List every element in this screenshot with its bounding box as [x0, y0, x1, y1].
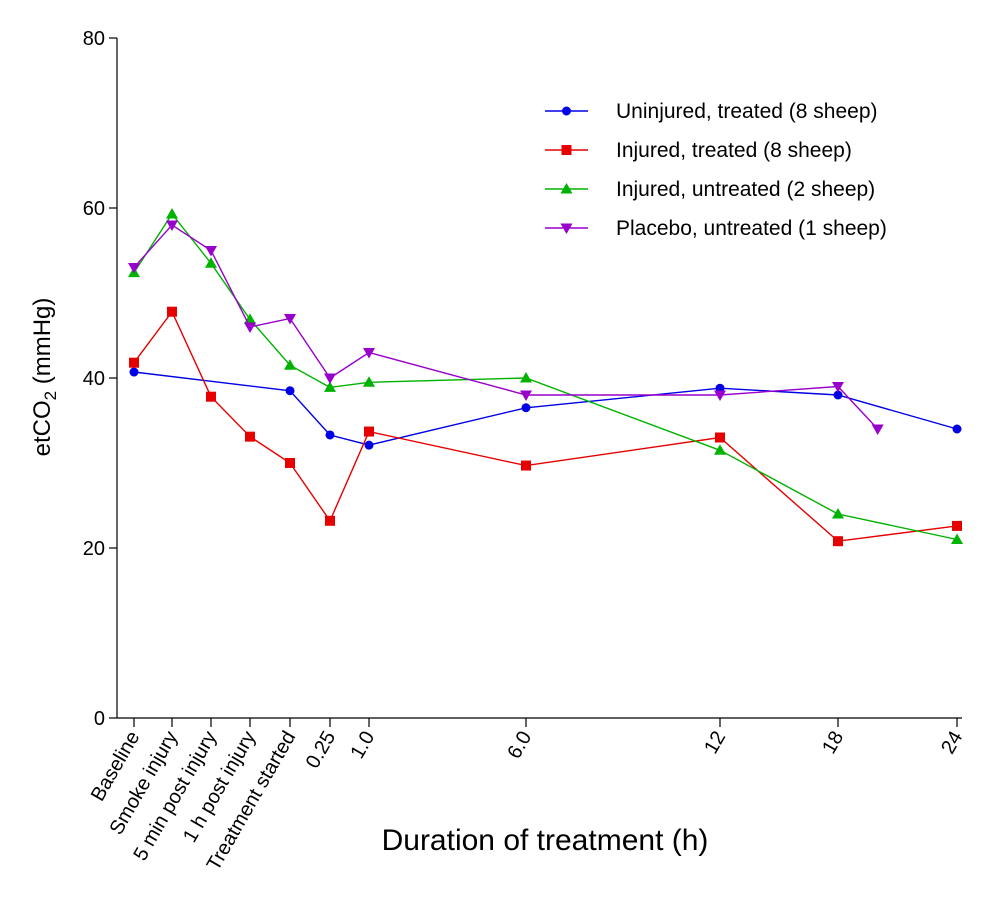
data-point-4-12 [714, 390, 726, 401]
legend-marker [560, 183, 573, 194]
data-point-4-1-0 [363, 348, 375, 359]
series-layer [128, 207, 963, 547]
x-axis-title: Duration of treatment (h) [382, 824, 709, 857]
x-tick-label-1-0: 1.0 [346, 728, 379, 763]
legend-entry-uninjured-treated-8-sheep: Uninjured, treated (8 sheep) [545, 100, 878, 123]
data-point-1-18 [833, 390, 843, 400]
data-point-4-baseline [128, 263, 140, 274]
data-point-2-0-25 [325, 515, 335, 526]
y-axis-title-main: etCO [29, 400, 56, 456]
data-point-1-1-0 [364, 440, 374, 450]
x-tick-label-0-25: 0.25 [302, 728, 341, 773]
data-point-2-1-0 [364, 426, 374, 437]
data-point-3-6-0 [520, 372, 532, 383]
data-point-1-0-25 [325, 430, 335, 440]
data-point-2-12 [715, 432, 725, 443]
series-line-uninjured-treated-8-sheep [133, 371, 958, 446]
data-point-4-0-25 [324, 373, 336, 384]
data-point-3-18 [832, 508, 844, 519]
series-line-placebo-untreated-1-sheep [133, 224, 879, 430]
data-point-4-6-0 [520, 390, 532, 401]
data-point-2-treatment-started [285, 458, 295, 468]
x-tick-label-6-0: 6.0 [503, 728, 536, 763]
legend-entry-injured-untreated-2-sheep: Injured, untreated (2 sheep) [545, 178, 875, 201]
x-tick-label-12: 12 [700, 728, 730, 758]
data-point-4-smoke-injury [166, 220, 178, 231]
y-tick-label-0: 0 [94, 708, 105, 730]
data-point-1-treatment-started [285, 386, 295, 396]
data-point-2-24 [952, 520, 962, 531]
data-point-1-12 [715, 383, 725, 393]
data-point-3-12 [714, 444, 726, 455]
y-axis-title-unit: (mmHg) [29, 298, 56, 391]
data-point-3-24 [951, 533, 963, 544]
series-uninjured-treated-8-sheep [129, 367, 962, 450]
legend-label: Injured, untreated (2 sheep) [616, 178, 875, 201]
data-point-3-0-25 [324, 381, 336, 392]
series-line-injured-treated-8-sheep [133, 310, 958, 542]
x-tick-label-18: 18 [818, 728, 848, 758]
data-point-4-1-h-post-injury [244, 322, 256, 333]
data-point-3-treatment-started [284, 359, 296, 370]
legend-marker [562, 106, 571, 116]
data-point-1-6-0 [521, 403, 531, 413]
series-placebo-untreated-1-sheep [128, 220, 884, 435]
data-point-4-treatment-started [284, 314, 296, 325]
legend-label: Injured, treated (8 sheep) [616, 139, 852, 162]
legend-entry-injured-treated-8-sheep: Injured, treated (8 sheep) [545, 139, 852, 162]
y-tick-label-80: 80 [83, 28, 105, 50]
data-point-4-20 [871, 424, 884, 435]
data-point-4-18 [832, 382, 844, 393]
data-point-2-smoke-injury [167, 306, 177, 317]
data-point-1-24 [952, 424, 962, 434]
series-line-injured-untreated-2-sheep [133, 212, 958, 541]
legend-marker [561, 145, 572, 155]
data-point-3-smoke-injury [166, 207, 178, 219]
data-point-2-1-h-post-injury [245, 431, 255, 442]
data-point-2-18 [833, 536, 843, 547]
legend-marker [560, 223, 573, 234]
legend-label: Placebo, untreated (1 sheep) [616, 217, 887, 240]
x-tick-label-24: 24 [937, 728, 967, 758]
series-injured-untreated-2-sheep [128, 207, 963, 544]
data-point-3-5-min-post-injury [205, 257, 217, 268]
data-point-2-baseline [129, 357, 139, 368]
data-point-2-6-0 [521, 460, 531, 471]
data-point-2-5-min-post-injury [206, 391, 216, 402]
legend-entry-placebo-untreated-1-sheep: Placebo, untreated (1 sheep) [545, 217, 887, 240]
y-axis-title: etCO2 (mmHg) [29, 298, 60, 457]
data-point-4-5-min-post-injury [205, 246, 217, 257]
legend: Uninjured, treated (8 sheep) Injured, tre… [545, 100, 887, 240]
y-tick-label-40: 40 [83, 368, 105, 390]
y-tick-label-60: 60 [83, 198, 105, 220]
y-axis-title-subscript: 2 [41, 391, 60, 400]
data-point-3-1-0 [363, 376, 375, 387]
y-tick-label-20: 20 [83, 538, 105, 560]
legend-label: Uninjured, treated (8 sheep) [616, 100, 878, 123]
data-point-1-baseline [129, 367, 139, 377]
